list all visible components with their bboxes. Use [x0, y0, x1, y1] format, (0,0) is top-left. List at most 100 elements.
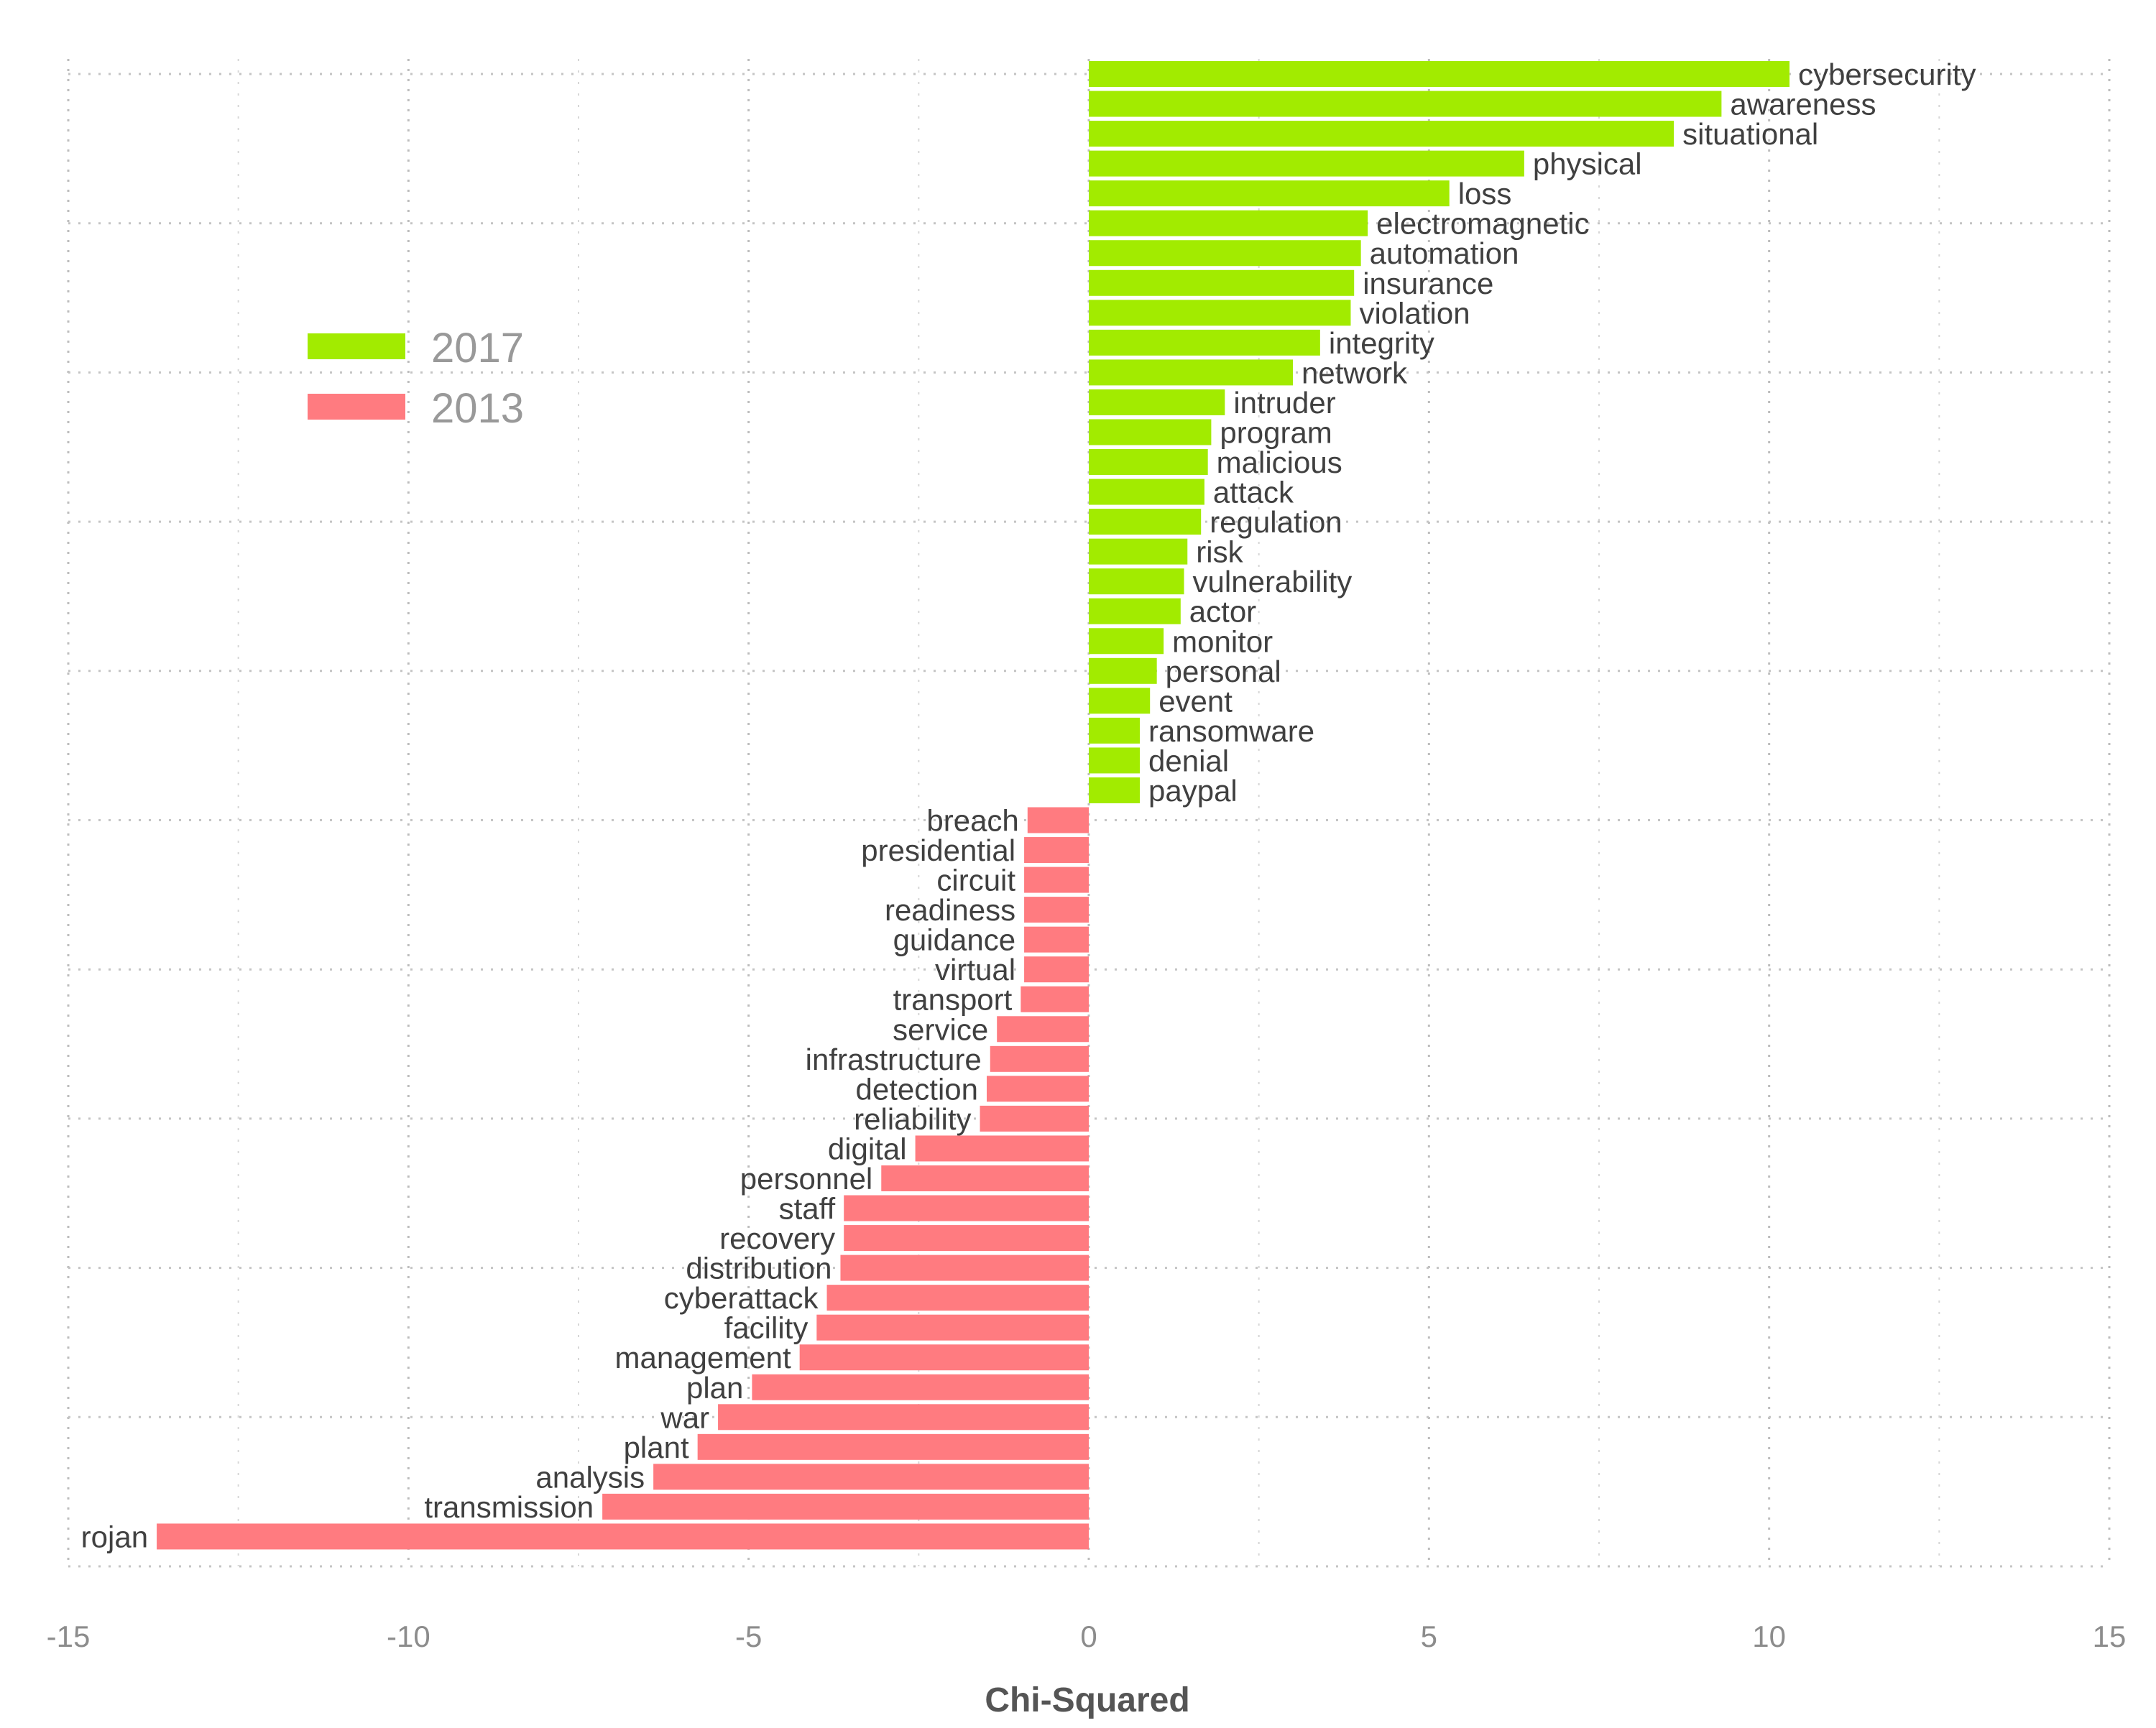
bar-label-violation: violation [1359, 296, 1470, 330]
bar-label-reliability: reliability [854, 1102, 971, 1136]
bar-malicious [1089, 449, 1208, 475]
bar-label-cyberattack: cyberattack [664, 1281, 819, 1315]
bar-digital [916, 1135, 1089, 1161]
bar-label-plant: plant [624, 1431, 689, 1464]
x-tick-label: -15 [47, 1620, 91, 1653]
x-axis: -15 -10 -5 0 5 10 15 [47, 1620, 2127, 1653]
bar-paypal [1089, 777, 1140, 803]
bar-label-circuit: circuit [936, 864, 1015, 897]
bar-label-situational: situational [1682, 117, 1818, 151]
bar-regulation [1089, 509, 1201, 535]
bar-label-event: event [1158, 684, 1233, 718]
bar-guidance [1024, 927, 1089, 953]
x-tick-label: 5 [1421, 1620, 1437, 1653]
bar-label-insurance: insurance [1363, 267, 1493, 300]
bar-label-actor: actor [1189, 595, 1256, 629]
bar-cyberattack [827, 1285, 1089, 1311]
bar-breach [1028, 808, 1089, 833]
bar-plant [698, 1434, 1089, 1460]
legend: 2017 2013 [308, 325, 524, 432]
bar-situational [1089, 121, 1674, 147]
bar-label-detection: detection [856, 1072, 978, 1106]
bar-circuit [1024, 867, 1089, 893]
bar-label-facility: facility [724, 1311, 808, 1345]
bar-network [1089, 359, 1293, 385]
bar-detection [987, 1076, 1089, 1101]
bar-label-denial: denial [1148, 744, 1229, 777]
bar-label-program: program [1220, 415, 1332, 449]
bar-readiness [1024, 897, 1089, 923]
bar-denial [1089, 747, 1140, 773]
bar-actor [1089, 599, 1181, 624]
bar-virtual [1024, 956, 1089, 982]
bar-label-digital: digital [828, 1132, 907, 1165]
bar-label-rojan: rojan [81, 1520, 148, 1553]
bar-label-presidential: presidential [861, 833, 1015, 867]
bar-label-distribution: distribution [686, 1252, 831, 1285]
bar-label-breach: breach [926, 804, 1018, 838]
bar-violation [1089, 300, 1350, 325]
bar-personal [1089, 658, 1157, 684]
bar-monitor [1089, 628, 1164, 654]
bar-label-plan: plan [686, 1371, 743, 1405]
legend-label-2013: 2013 [431, 385, 524, 432]
bar-label-guidance: guidance [893, 923, 1015, 957]
bar-facility [816, 1315, 1089, 1341]
legend-label-2017: 2017 [431, 325, 524, 371]
bar-label-attack: attack [1213, 476, 1294, 509]
bar-awareness [1089, 91, 1721, 117]
bar-integrity [1089, 330, 1320, 356]
bar-label-virtual: virtual [935, 953, 1015, 987]
bar-rojan [157, 1523, 1089, 1549]
bar-label-analysis: analysis [535, 1460, 645, 1494]
bar-vulnerability [1089, 568, 1184, 594]
bar-label-cybersecurity: cybersecurity [1798, 57, 1976, 91]
bar-label-personnel: personnel [740, 1162, 872, 1196]
bar-analysis [653, 1464, 1089, 1489]
bar-label-loss: loss [1458, 177, 1512, 211]
bar-label-malicious: malicious [1217, 445, 1342, 479]
bar-label-war: war [660, 1400, 709, 1434]
bar-label-monitor: monitor [1172, 624, 1273, 658]
bar-service [997, 1016, 1089, 1042]
bar-label-vulnerability: vulnerability [1193, 565, 1353, 599]
x-tick-label: -10 [387, 1620, 430, 1653]
bar-risk [1089, 539, 1187, 565]
bar-label-transmission: transmission [424, 1490, 594, 1524]
bar-physical [1089, 151, 1524, 177]
x-tick-label: -5 [735, 1620, 762, 1653]
x-tick-label: 15 [2093, 1620, 2127, 1653]
bar-plan [752, 1374, 1089, 1400]
bar-staff [844, 1196, 1089, 1221]
bar-presidential [1024, 837, 1089, 863]
bar-reliability [980, 1106, 1089, 1132]
bar-label-staff: staff [779, 1192, 836, 1226]
bar-label-network: network [1302, 356, 1408, 389]
bar-label-risk: risk [1196, 535, 1243, 569]
bar-personnel [881, 1165, 1089, 1191]
bar-label-recovery: recovery [719, 1221, 835, 1255]
x-tick-label: 0 [1080, 1620, 1097, 1653]
bar-electromagnetic [1089, 211, 1368, 236]
bar-label-regulation: regulation [1210, 505, 1342, 539]
legend-swatch-2013 [308, 394, 405, 420]
bar-distribution [840, 1255, 1089, 1281]
bar-ransomware [1089, 718, 1140, 744]
bar-label-paypal: paypal [1148, 774, 1238, 808]
x-tick-label: 10 [1752, 1620, 1786, 1653]
bar-label-automation: automation [1370, 236, 1519, 270]
bar-label-intruder: intruder [1233, 386, 1335, 420]
bar-label-integrity: integrity [1329, 326, 1434, 360]
bar-war [718, 1404, 1089, 1430]
bar-transmission [602, 1494, 1089, 1520]
x-axis-title: Chi-Squared [985, 1681, 1189, 1719]
bar-label-electromagnetic: electromagnetic [1376, 207, 1589, 241]
bar-cybersecurity [1089, 61, 1789, 87]
bar-program [1089, 419, 1211, 445]
bar-label-management: management [615, 1341, 791, 1374]
bar-loss [1089, 180, 1450, 206]
bar-transport [1021, 987, 1089, 1012]
bar-label-personal: personal [1166, 655, 1281, 688]
